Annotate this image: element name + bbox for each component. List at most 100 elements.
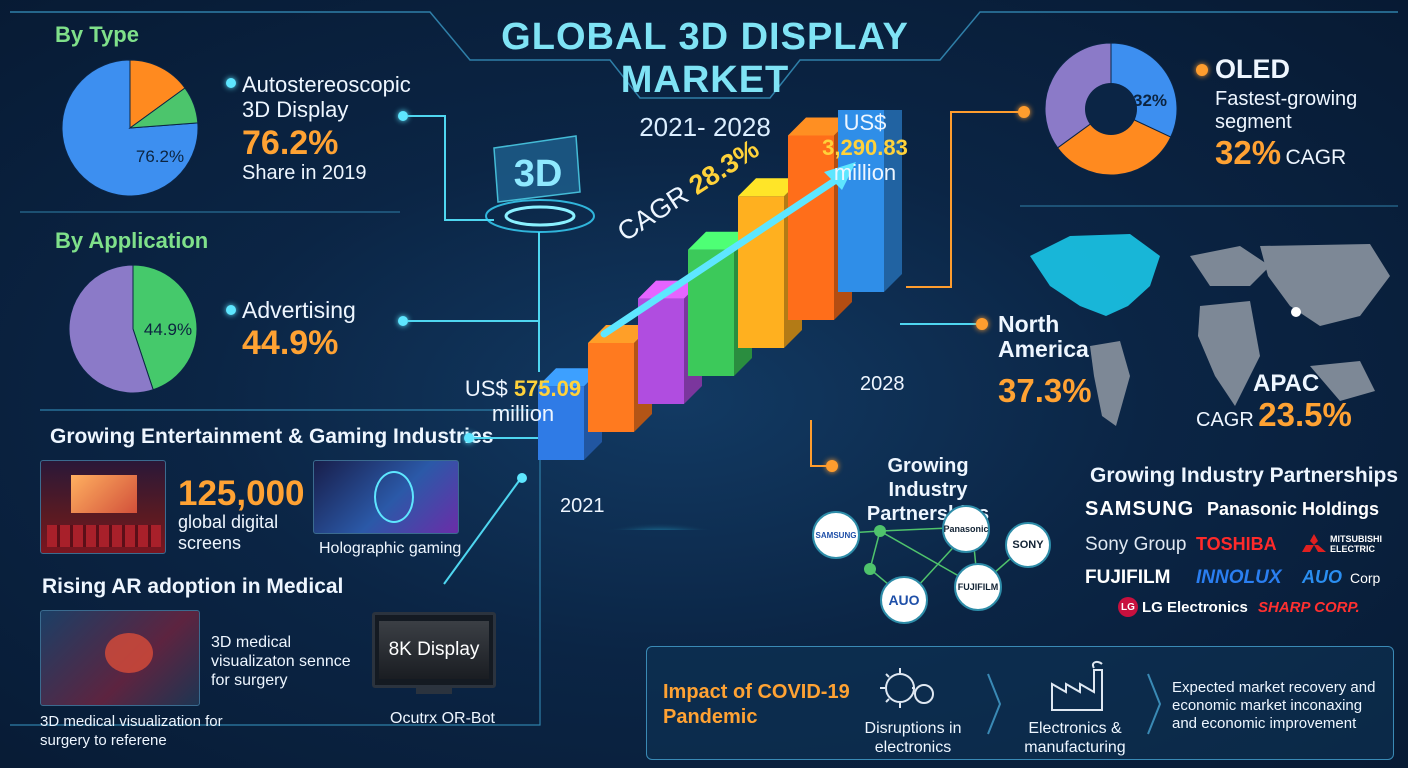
virus-icon — [876, 660, 942, 716]
connector-line — [900, 323, 980, 325]
by-type-title: By Type — [55, 22, 139, 47]
type-share-value: 76.2% — [242, 124, 339, 162]
region-apac-cagr: CAGR 23.5% — [1196, 396, 1352, 434]
growth-arrowhead — [824, 162, 856, 190]
chevron-right-icon — [1146, 672, 1162, 736]
3d-hologram-icon: 3D — [480, 130, 600, 240]
oled-cagr-suffix: CAGR — [1285, 146, 1347, 169]
bar-top-0 — [538, 368, 602, 387]
brand-auo: AUO — [1302, 567, 1342, 587]
covid-item-1: Disruptions in electronics — [864, 720, 962, 756]
oled-cagr-value: 32% — [1215, 134, 1282, 171]
covid-item-2: Electronics & manufacturing — [1024, 720, 1126, 756]
connector-dot — [1018, 106, 1030, 118]
oled-desc: Fastest-growing segment — [1215, 88, 1358, 133]
medical-desc: 3D medical visualizaton sennce for surge… — [211, 634, 351, 689]
bar-side-7 — [884, 110, 902, 292]
type-pie-slice-0 — [61, 59, 199, 197]
medical-title: Rising AR adoption in Medical — [42, 575, 344, 598]
bar-top-4 — [738, 178, 802, 197]
monitor-display-text: 8K Display — [379, 621, 489, 679]
x-tick-2028: 2028 — [860, 373, 905, 395]
medical-connector — [443, 473, 527, 585]
apac-cagr-value: 23.5% — [1258, 396, 1352, 433]
svg-text:3D: 3D — [514, 153, 563, 195]
covid-panel — [646, 646, 1394, 760]
oled-donut-chart: 32% — [1044, 42, 1178, 176]
brand-innolux: INNOLUX — [1196, 567, 1282, 588]
brand-lg: LG Electronics — [1142, 599, 1248, 616]
brand-panasonic: Panasonic Holdings — [1207, 499, 1380, 519]
surgery-image — [40, 610, 200, 706]
chevron-right-icon — [986, 672, 1002, 736]
title-block: GLOBAL 3D DISPLAY MARKET 2021- 2028 — [430, 16, 980, 143]
factory-icon — [1046, 660, 1106, 714]
connector-dot — [976, 318, 988, 330]
screens-value: 125,000 — [178, 474, 305, 513]
8k-monitor: 8K Display — [372, 612, 496, 688]
type-segment-label: Autostereoscopic 3D Display — [242, 72, 411, 122]
application-share-value: 44.9% — [242, 324, 339, 362]
x-tick-2021: 2021 — [560, 495, 605, 517]
world-map — [1030, 234, 1390, 426]
cinema-image — [40, 460, 166, 554]
period-subtitle: 2021- 2028 — [639, 112, 771, 142]
apac-cagr-prefix: CAGR — [1196, 409, 1254, 431]
bar-5 — [788, 135, 834, 320]
application-pie-chart: 44.9% — [68, 264, 198, 394]
bar-top-5 — [788, 117, 852, 136]
partner-node-fujifilm: FUJIFILM — [954, 563, 1002, 611]
partners-title: Growing Industry Partnerships — [1090, 464, 1399, 487]
end-value: 3,290.83 — [822, 135, 908, 160]
monitor-caption: Ocutrx OR-Bot — [390, 710, 495, 727]
application-pie-slice-0 — [132, 264, 198, 391]
application-pie-label: 44.9% — [144, 320, 192, 339]
covid-item-3: Expected market recovery and economic ma… — [1172, 679, 1376, 732]
lg-logo-icon: LG — [1118, 597, 1138, 617]
region-na-value: 37.3% — [998, 372, 1092, 409]
bar-top-1 — [588, 324, 652, 343]
type-pie-slice-2 — [128, 87, 199, 129]
end-value-label: US$ 3,290.83 million — [822, 110, 908, 185]
connector-line — [408, 320, 538, 322]
partner-node-panasonic: Panasonic — [942, 505, 990, 553]
connector-dot — [826, 460, 838, 472]
partner-node-auo: AUO — [880, 576, 928, 624]
covid-title: Impact of COVID-19 Pandemic — [663, 681, 850, 728]
by-application-title: By Application — [55, 228, 209, 253]
connector-dot — [398, 111, 408, 121]
type-share-note: Share in 2019 — [242, 162, 367, 184]
partner-connector — [810, 465, 828, 467]
brand-fujifilm: FUJIFILM — [1085, 567, 1171, 588]
bullet-dot — [226, 78, 236, 88]
bar-0 — [538, 386, 584, 460]
region-na-name: North America — [998, 311, 1089, 362]
bar-2 — [638, 298, 684, 404]
oled-title: OLED — [1215, 54, 1291, 84]
application-segment-label: Advertising — [242, 297, 356, 323]
start-value: 575.09 — [513, 376, 582, 401]
page-title: GLOBAL 3D DISPLAY MARKET — [501, 16, 909, 101]
connector-line — [538, 232, 540, 372]
oled-cagr: 32% CAGR — [1215, 134, 1346, 172]
brand-samsung: SAMSUNG — [1085, 498, 1195, 520]
type-pie-label: 76.2% — [136, 147, 184, 166]
type-pie-slice-1 — [129, 59, 186, 129]
bar-7 — [838, 110, 884, 292]
market-bar-chart — [538, 110, 902, 530]
surgery-caption: 3D medical visualization for surgery to … — [40, 713, 223, 749]
entertainment-title: Growing Entertainment & Gaming Industrie… — [50, 425, 494, 448]
bar-1 — [588, 342, 634, 432]
bar-3 — [688, 249, 734, 376]
holographic-gaming-image — [313, 460, 459, 534]
oled-pie-label: 32% — [1133, 91, 1167, 110]
growth-arrow — [600, 172, 846, 338]
application-pie-slice-1 — [68, 264, 154, 394]
oled-connector — [906, 286, 952, 288]
bullet-dot — [1196, 64, 1208, 76]
brand-sony: Sony Group — [1085, 534, 1187, 555]
oled-pie-slice-1 — [1056, 108, 1172, 176]
connector-dot — [464, 433, 474, 443]
brand-mitsubishi: MITSUBISHI ELECTRIC — [1330, 534, 1383, 554]
brand-auo-corp: Corp — [1350, 570, 1381, 586]
